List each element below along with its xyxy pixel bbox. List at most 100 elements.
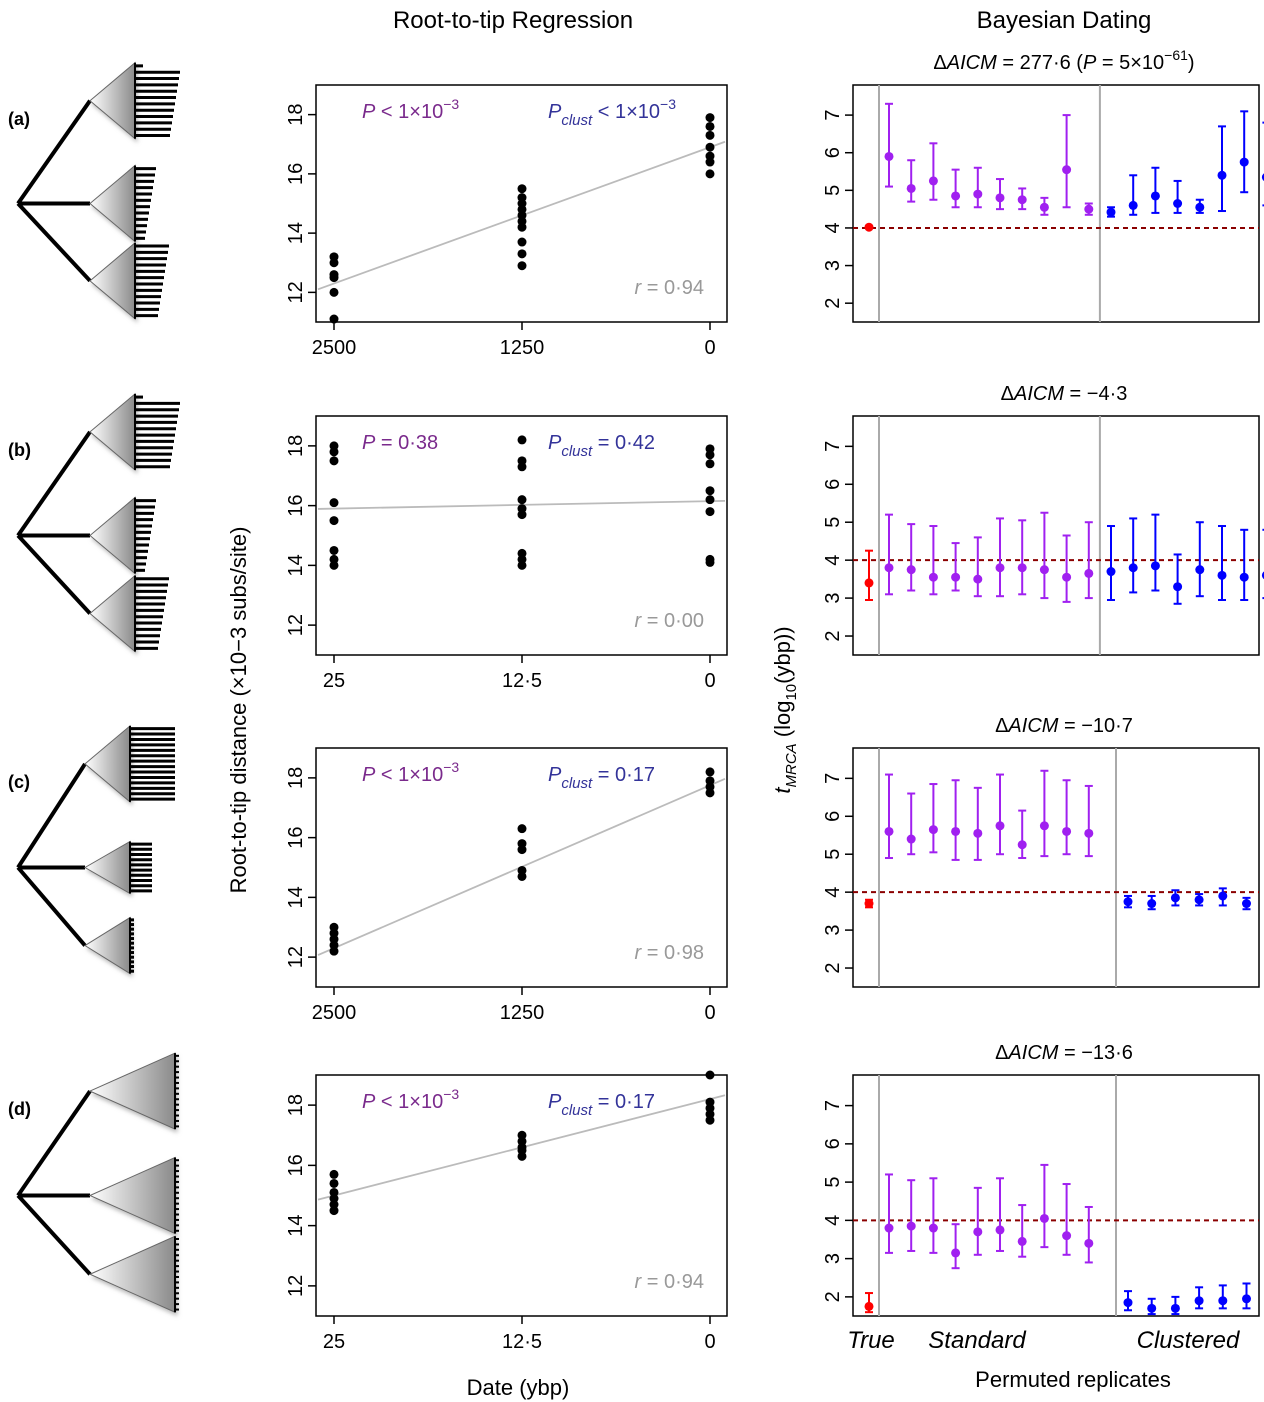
standard-replicate [995,773,1005,856]
standard-replicate [1039,1163,1049,1249]
estimate-point [1194,895,1204,905]
standard-replicate [884,1173,894,1254]
estimate-point [1084,828,1094,838]
data-point [517,1151,527,1161]
estimate-point [1062,572,1072,582]
y-tick-label: 5 [822,517,844,528]
estimate-point [1017,563,1027,573]
standard-replicate [1062,534,1072,603]
pclust-subscript: clust [561,112,593,129]
estimate-point [1017,195,1027,205]
y-tick-label: 16 [285,827,307,849]
y-tick-label: 6 [822,147,844,158]
x-tick-label: 12·5 [502,1331,542,1353]
p-value-text: P < 1×10−3 [362,96,459,123]
data-point [329,314,339,324]
y-tick-label: 14 [285,554,307,576]
clustered-replicate [1147,1297,1157,1316]
standard-replicate [951,168,961,209]
clustered-replicate [1195,521,1205,598]
standard-replicate [973,166,983,209]
estimate-point [1261,571,1264,580]
data-point [705,142,715,152]
data-point [517,560,527,570]
clustered-replicate [1217,125,1227,213]
tree-clade-triangle [88,1052,176,1130]
bayes-title: ΔAICM = −4·3 [1001,383,1128,405]
y-tick-label: 14 [285,1215,307,1237]
y-tick-label: 2 [822,962,844,973]
group-label-clustered: Clustered [1137,1327,1240,1354]
standard-replicate [1084,202,1094,216]
true-estimate [864,1292,874,1314]
bayes-title: ΔAICM = 277·6 (P = 5×10−61) [933,47,1194,74]
data-point [329,258,339,268]
data-point [329,545,339,555]
estimate-point [1217,170,1227,180]
y-tick-label: 4 [822,1215,844,1226]
delta-symbol: Δ [995,1042,1008,1064]
estimate-point [1106,567,1116,577]
y-tick-label: 18 [285,435,307,457]
y-tick-label: 2 [822,1291,844,1302]
estimate-point [906,565,916,575]
y-tick-label: 2 [822,630,844,641]
r-value-text: r = 0·00 [635,610,705,632]
data-point [517,435,527,445]
clustered-replicate [1150,166,1160,214]
r-value-text: r = 0·94 [635,1271,705,1293]
y-tick-label: 3 [822,260,844,271]
y-tick-label: 4 [822,887,844,898]
y-tick-label: 6 [822,1138,844,1149]
clustered-replicate [1195,198,1205,214]
estimate-point [864,578,874,588]
data-point [329,516,339,526]
clustered-replicate [1123,894,1133,909]
bayes-plot: ΔAICM = −10·7 2 3 4 5 6 7 [822,715,1260,988]
estimate-point [1017,1236,1027,1246]
pclust-subscript: clust [561,775,593,792]
clustered-replicate [1170,889,1180,907]
y-tick-label: 2 [822,298,844,309]
data-point [517,249,527,259]
tree-clade-triangle [84,724,131,803]
pclust-value: = 0·17 [592,764,655,786]
r-label: r [635,277,643,299]
estimate-point [973,1227,983,1237]
estimate-point [1128,563,1138,573]
standard-replicate [1084,784,1094,858]
estimate-point [906,1221,916,1231]
p-label: P [362,1091,376,1113]
y-tick-label: 14 [285,886,307,908]
bayes-plot: ΔAICM = −13·6 2 3 4 5 6 7 [822,1042,1260,1317]
standard-replicate [995,1177,1005,1252]
y-tick-label: 6 [822,479,844,490]
standard-replicate [1017,519,1027,596]
estimate-point [1147,1303,1157,1313]
data-point [705,788,715,798]
r-value: = 0·94 [641,277,704,299]
regression-ylabel: Root-to-tip distance (×10−3 subs/site) [226,527,251,894]
tree-clade-triangle [88,1235,176,1314]
estimate-point [864,899,874,909]
standard-replicate [951,542,961,592]
data-point [705,157,715,167]
bayes-ylabel-t: t [770,787,795,794]
pclust-value: = 0·17 [592,1091,655,1113]
x-tick-label: 25 [323,670,345,692]
estimate-point [1084,568,1094,578]
clustered-replicate [1239,110,1249,194]
standard-replicate [951,1223,961,1270]
estimate-point [1039,565,1049,575]
bayes-ylabel-rest-sub: 10 [783,684,800,701]
standard-replicate [951,779,961,861]
bayes-xlabel: Permuted replicates [975,1367,1171,1392]
clustered-replicate [1170,1295,1180,1316]
data-point [517,495,527,505]
